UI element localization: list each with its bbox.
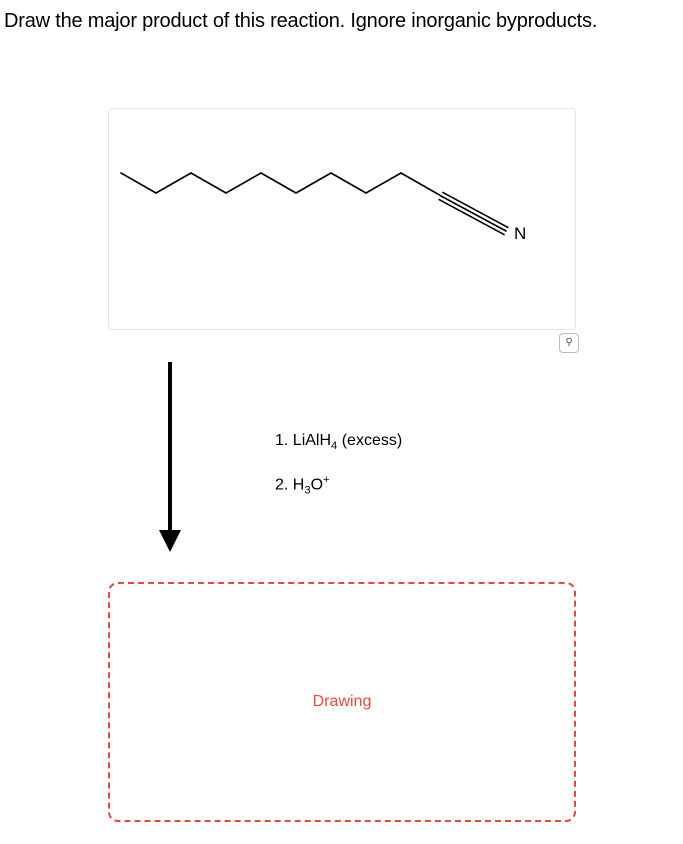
svg-text:N: N	[514, 224, 526, 243]
drawing-label: Drawing	[313, 693, 372, 711]
reagent-line-1: 1. LiAlH4 (excess)	[275, 432, 402, 452]
reagent1-prefix: 1. LiAlH	[275, 432, 331, 449]
reagent2-prefix: 2. H	[275, 477, 304, 494]
zoom-button[interactable]: ⚲	[559, 333, 579, 353]
molecule-structure: N	[109, 109, 577, 331]
magnifier-icon: ⚲	[565, 338, 572, 348]
reagent1-suffix: (excess)	[337, 432, 402, 449]
reagent2-sup: +	[323, 474, 330, 486]
reagent2-mid: O	[311, 477, 323, 494]
molecule-panel: N ⚲	[108, 108, 576, 330]
reagent-line-2: 2. H3O+	[275, 474, 402, 497]
instruction-text: Draw the major product of this reaction.…	[4, 10, 597, 33]
reagents-block: 1. LiAlH4 (excess) 2. H3O+	[275, 432, 402, 519]
drawing-dropzone[interactable]: Drawing	[108, 582, 576, 822]
